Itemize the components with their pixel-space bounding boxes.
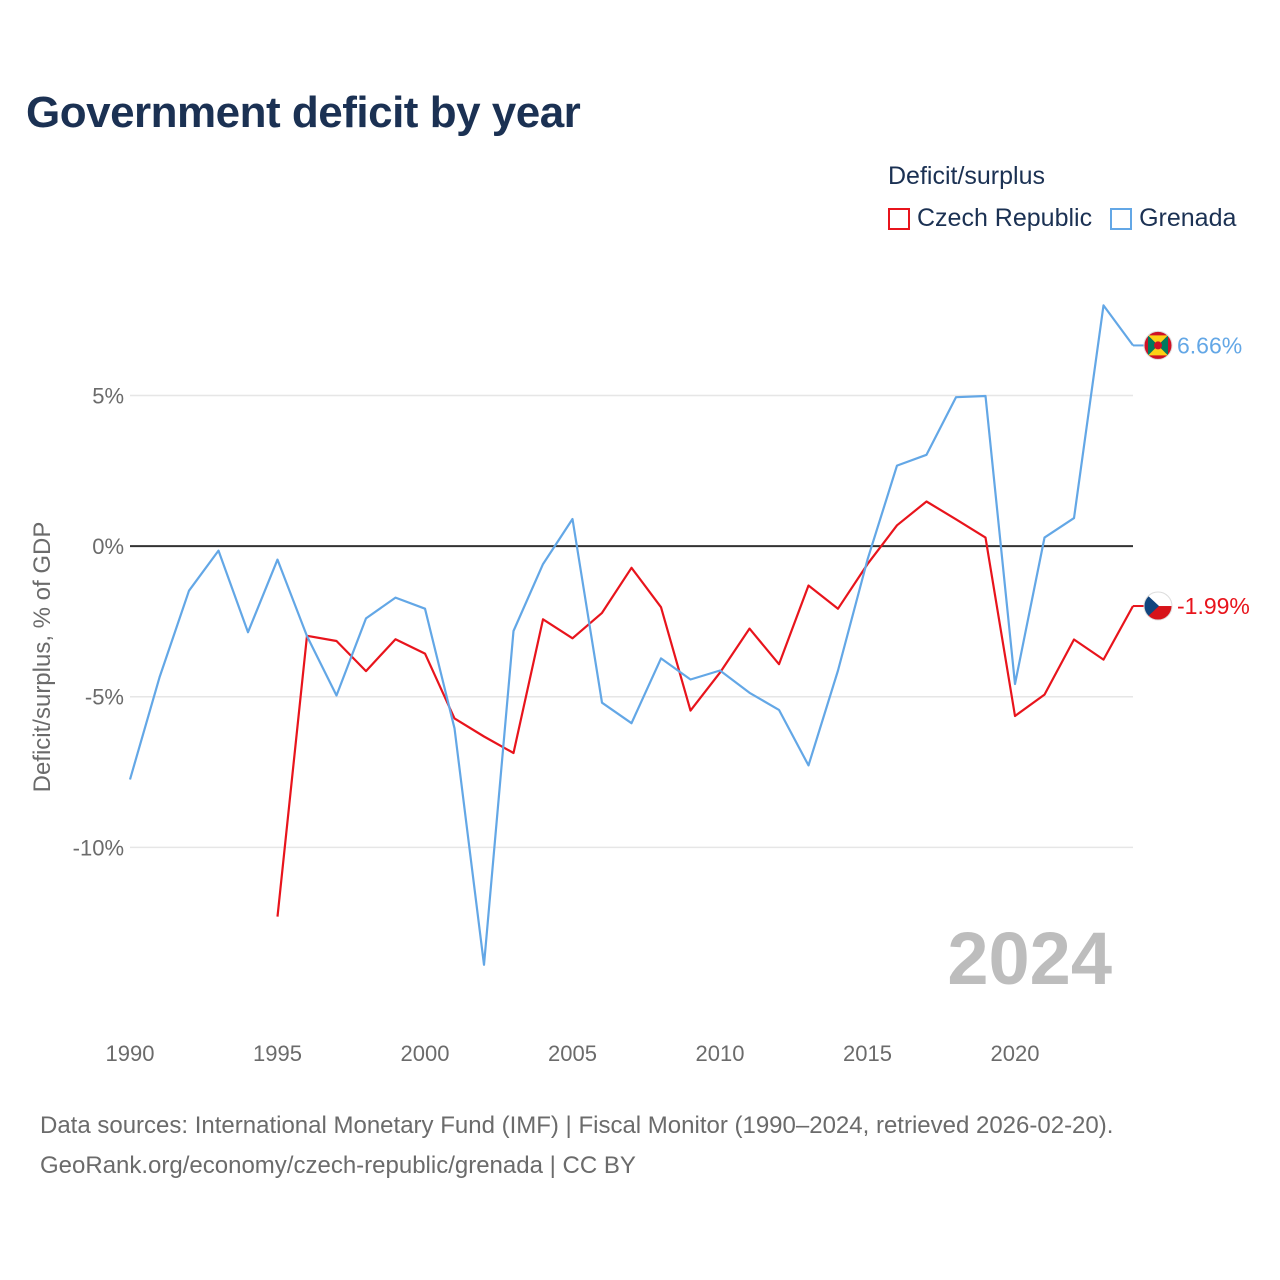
legend-swatch-grenada xyxy=(1110,207,1133,230)
source-line-2[interactable]: GeoRank.org/economy/czech-republic/grena… xyxy=(40,1152,636,1179)
x-tick-label: 1995 xyxy=(253,1041,302,1066)
y-axis-label: Deficit/surplus, % of GDP xyxy=(29,522,56,793)
chart-title: Government deficit by year xyxy=(26,88,581,137)
source-note: Data sources: International Monetary Fun… xyxy=(40,1106,1113,1186)
x-tick-label: 1990 xyxy=(106,1041,155,1066)
legend-swatch-czech-republic xyxy=(888,207,910,230)
x-tick-label: 2005 xyxy=(548,1041,597,1066)
legend-label-czech-republic: Czech Republic xyxy=(917,204,1093,232)
y-tick-label: 5% xyxy=(92,383,124,408)
y-tick-label: -5% xyxy=(85,685,124,710)
x-tick-label: 2015 xyxy=(843,1041,892,1066)
flag-czech-republic-icon xyxy=(1143,591,1173,621)
legend-title: Deficit/surplus xyxy=(888,162,1045,190)
x-tick-label: 2020 xyxy=(991,1041,1040,1066)
x-tick-label: 2000 xyxy=(401,1041,450,1066)
legend-item-czech-republic[interactable]: Czech Republic xyxy=(888,204,1092,233)
y-tick-label: 0% xyxy=(92,534,124,559)
source-line-1: Data sources: International Monetary Fun… xyxy=(40,1112,1114,1139)
end-value-label-czech-republic: -1.99% xyxy=(1177,593,1250,619)
year-watermark: 2024 xyxy=(947,917,1112,1000)
series-line-grenada[interactable] xyxy=(128,304,1134,966)
flag-grenada-icon xyxy=(1143,330,1173,360)
x-tick-label: 2010 xyxy=(696,1041,745,1066)
legend-label-grenada: Grenada xyxy=(1139,204,1237,232)
series-line-czech-republic[interactable] xyxy=(276,500,1134,917)
end-value-label-grenada: 6.66% xyxy=(1177,332,1242,358)
y-tick-label: -10% xyxy=(73,835,124,860)
legend-item-grenada[interactable]: Grenada xyxy=(1110,204,1236,233)
legend: Czech Republic Grenada xyxy=(888,204,1236,233)
line-chart: 5% 0% -5% -10% 1990 1995 2000 2005 2010 2015 2020 D… xyxy=(29,304,1250,1066)
